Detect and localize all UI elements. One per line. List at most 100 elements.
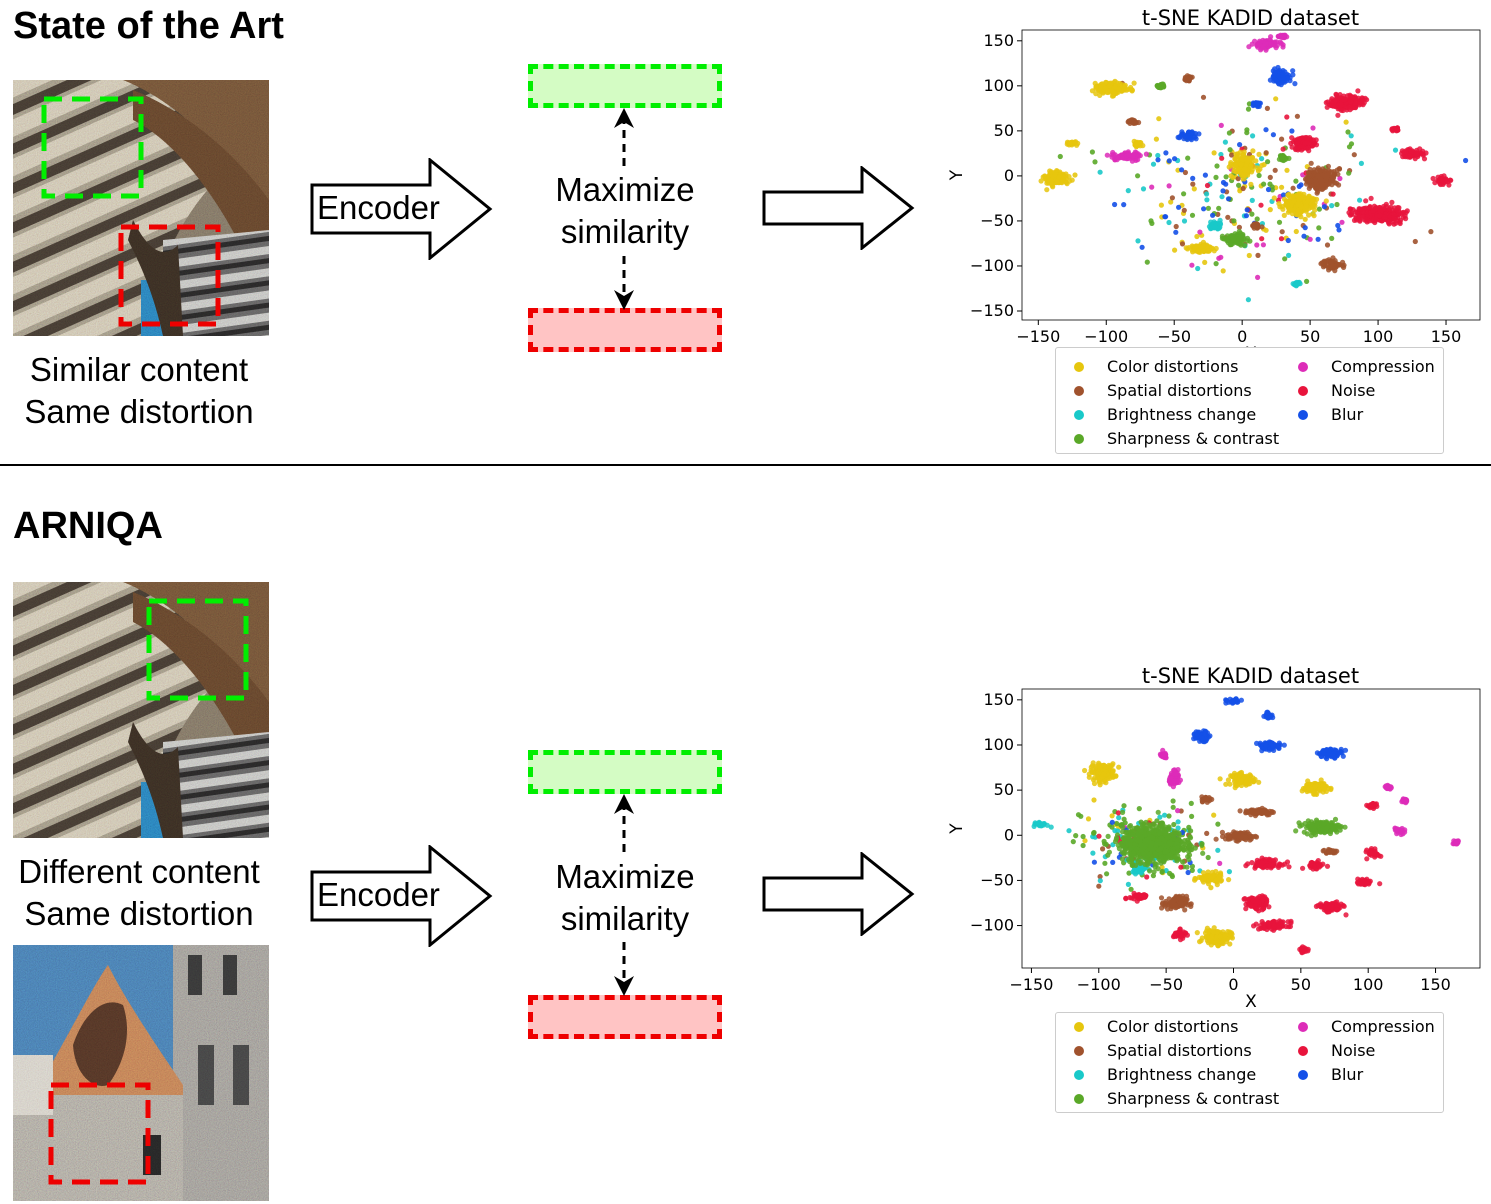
scatter-point xyxy=(1060,176,1066,182)
scatter-point xyxy=(1085,816,1092,822)
y-tick-label: 150 xyxy=(983,31,1014,50)
scatter-point xyxy=(1184,864,1190,870)
scatter-point xyxy=(1270,132,1276,138)
scatter-point xyxy=(1272,167,1278,173)
scatter-point xyxy=(1244,780,1250,786)
scatter-point xyxy=(1159,869,1165,875)
scatter-point xyxy=(1116,815,1122,821)
scatter-point xyxy=(1214,163,1220,169)
scatter-point xyxy=(1348,133,1354,139)
scatter-point xyxy=(1106,849,1112,855)
scatter-point xyxy=(1278,236,1285,242)
scatter-point xyxy=(1170,804,1176,810)
caption-top-line1: Similar content xyxy=(29,351,249,388)
scatter-point xyxy=(1244,207,1250,213)
scatter-point xyxy=(1131,80,1137,86)
scatter-point xyxy=(1134,825,1140,831)
scatter-point xyxy=(1093,84,1099,90)
scatter-point xyxy=(1279,136,1285,142)
scatter-point xyxy=(1040,821,1046,827)
scatter-point xyxy=(1176,204,1182,210)
scatter-point xyxy=(1173,223,1179,230)
scatter-point xyxy=(1226,877,1232,883)
scatter-point xyxy=(1146,830,1152,837)
scatter-point xyxy=(1205,205,1211,211)
scatter-point xyxy=(1323,100,1329,106)
scatter-point xyxy=(1329,203,1335,209)
scatter-point xyxy=(1156,116,1162,122)
scatter-point xyxy=(1391,215,1397,221)
maximize-similarity-label-bottom: Maximize similarity xyxy=(535,856,715,940)
scatter-point xyxy=(1098,84,1104,90)
scatter-point xyxy=(1210,929,1216,935)
scatter-point xyxy=(1192,875,1198,882)
scatter-point xyxy=(1191,186,1197,192)
scatter-point xyxy=(1413,151,1419,158)
scatter-point xyxy=(1163,830,1169,836)
scatter-point xyxy=(1213,220,1219,227)
scatter-point xyxy=(1285,237,1291,244)
scatter-point xyxy=(1225,777,1231,783)
scatter-point xyxy=(1279,229,1285,235)
scatter-point xyxy=(1112,201,1118,208)
scatter-point xyxy=(1301,233,1307,239)
scatter-point xyxy=(1417,146,1423,152)
scatter-point xyxy=(1342,824,1348,830)
scatter-point xyxy=(1377,207,1383,213)
scatter-point xyxy=(1284,114,1290,120)
scatter-point xyxy=(1119,821,1125,828)
scatter-point xyxy=(1320,848,1326,854)
scatter-point xyxy=(1116,86,1122,92)
y-axis-label: Y xyxy=(947,169,967,181)
section-title-arniqa: ARNIQA xyxy=(13,505,163,547)
scatter-point xyxy=(1155,866,1161,872)
scatter-point xyxy=(1128,856,1135,862)
scatter-point xyxy=(1210,212,1216,218)
scatter-point xyxy=(1381,206,1387,212)
scatter-point xyxy=(1289,144,1295,150)
scatter-point xyxy=(1177,134,1183,140)
scatter-point xyxy=(1345,93,1351,99)
scatter-point xyxy=(1157,814,1163,820)
scatter-point xyxy=(1204,182,1211,189)
scatter-point xyxy=(1259,162,1265,168)
scatter-point xyxy=(1412,156,1418,162)
scatter-point xyxy=(1254,216,1260,222)
scatter-point xyxy=(1091,780,1098,787)
scatter-point xyxy=(1169,195,1175,201)
scatter-point xyxy=(1215,943,1221,949)
y-tick-label: −150 xyxy=(970,301,1014,320)
scatter-point xyxy=(1395,208,1401,214)
scatter-point xyxy=(1260,242,1266,248)
scatter-point xyxy=(1463,157,1469,164)
scatter-point xyxy=(1345,129,1351,135)
scatter-point xyxy=(1067,178,1073,184)
scatter-point xyxy=(1269,187,1275,193)
scatter-point xyxy=(1158,85,1164,91)
scatter-point xyxy=(1116,846,1122,852)
scatter-point xyxy=(1172,156,1178,162)
scatter-point xyxy=(1153,851,1159,858)
scatter-point xyxy=(1171,821,1177,828)
scatter-point xyxy=(1204,197,1210,203)
scatter-point xyxy=(1259,224,1265,230)
scatter-point xyxy=(1230,236,1236,242)
scatter-point xyxy=(1254,242,1260,248)
scatter-point xyxy=(1273,45,1279,51)
scatter-point xyxy=(1348,210,1355,217)
scatter-point xyxy=(1048,177,1054,183)
scatter-point xyxy=(1296,138,1302,144)
scatter-point xyxy=(1104,152,1110,158)
scatter-point xyxy=(1358,160,1364,166)
scatter-point xyxy=(1097,169,1103,175)
scatter-point xyxy=(1146,823,1152,829)
scatter-point xyxy=(1107,775,1113,781)
scatter-point xyxy=(1390,207,1396,213)
caption-bottom-line2: Same distortion xyxy=(24,895,254,932)
scatter-point xyxy=(1236,153,1242,159)
scatter-point xyxy=(1264,105,1270,111)
scatter-point xyxy=(1311,182,1317,188)
scatter-point xyxy=(1165,834,1171,840)
scatter-point xyxy=(1181,207,1187,213)
